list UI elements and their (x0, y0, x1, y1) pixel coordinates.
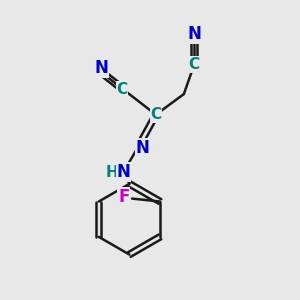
Text: N: N (117, 163, 130, 181)
Text: N: N (187, 25, 201, 43)
Text: N: N (136, 139, 150, 157)
Text: F: F (118, 188, 130, 206)
Text: H: H (106, 165, 119, 180)
Text: C: C (116, 82, 128, 97)
Text: C: C (150, 107, 161, 122)
Text: C: C (189, 57, 200, 72)
Text: N: N (94, 59, 108, 77)
